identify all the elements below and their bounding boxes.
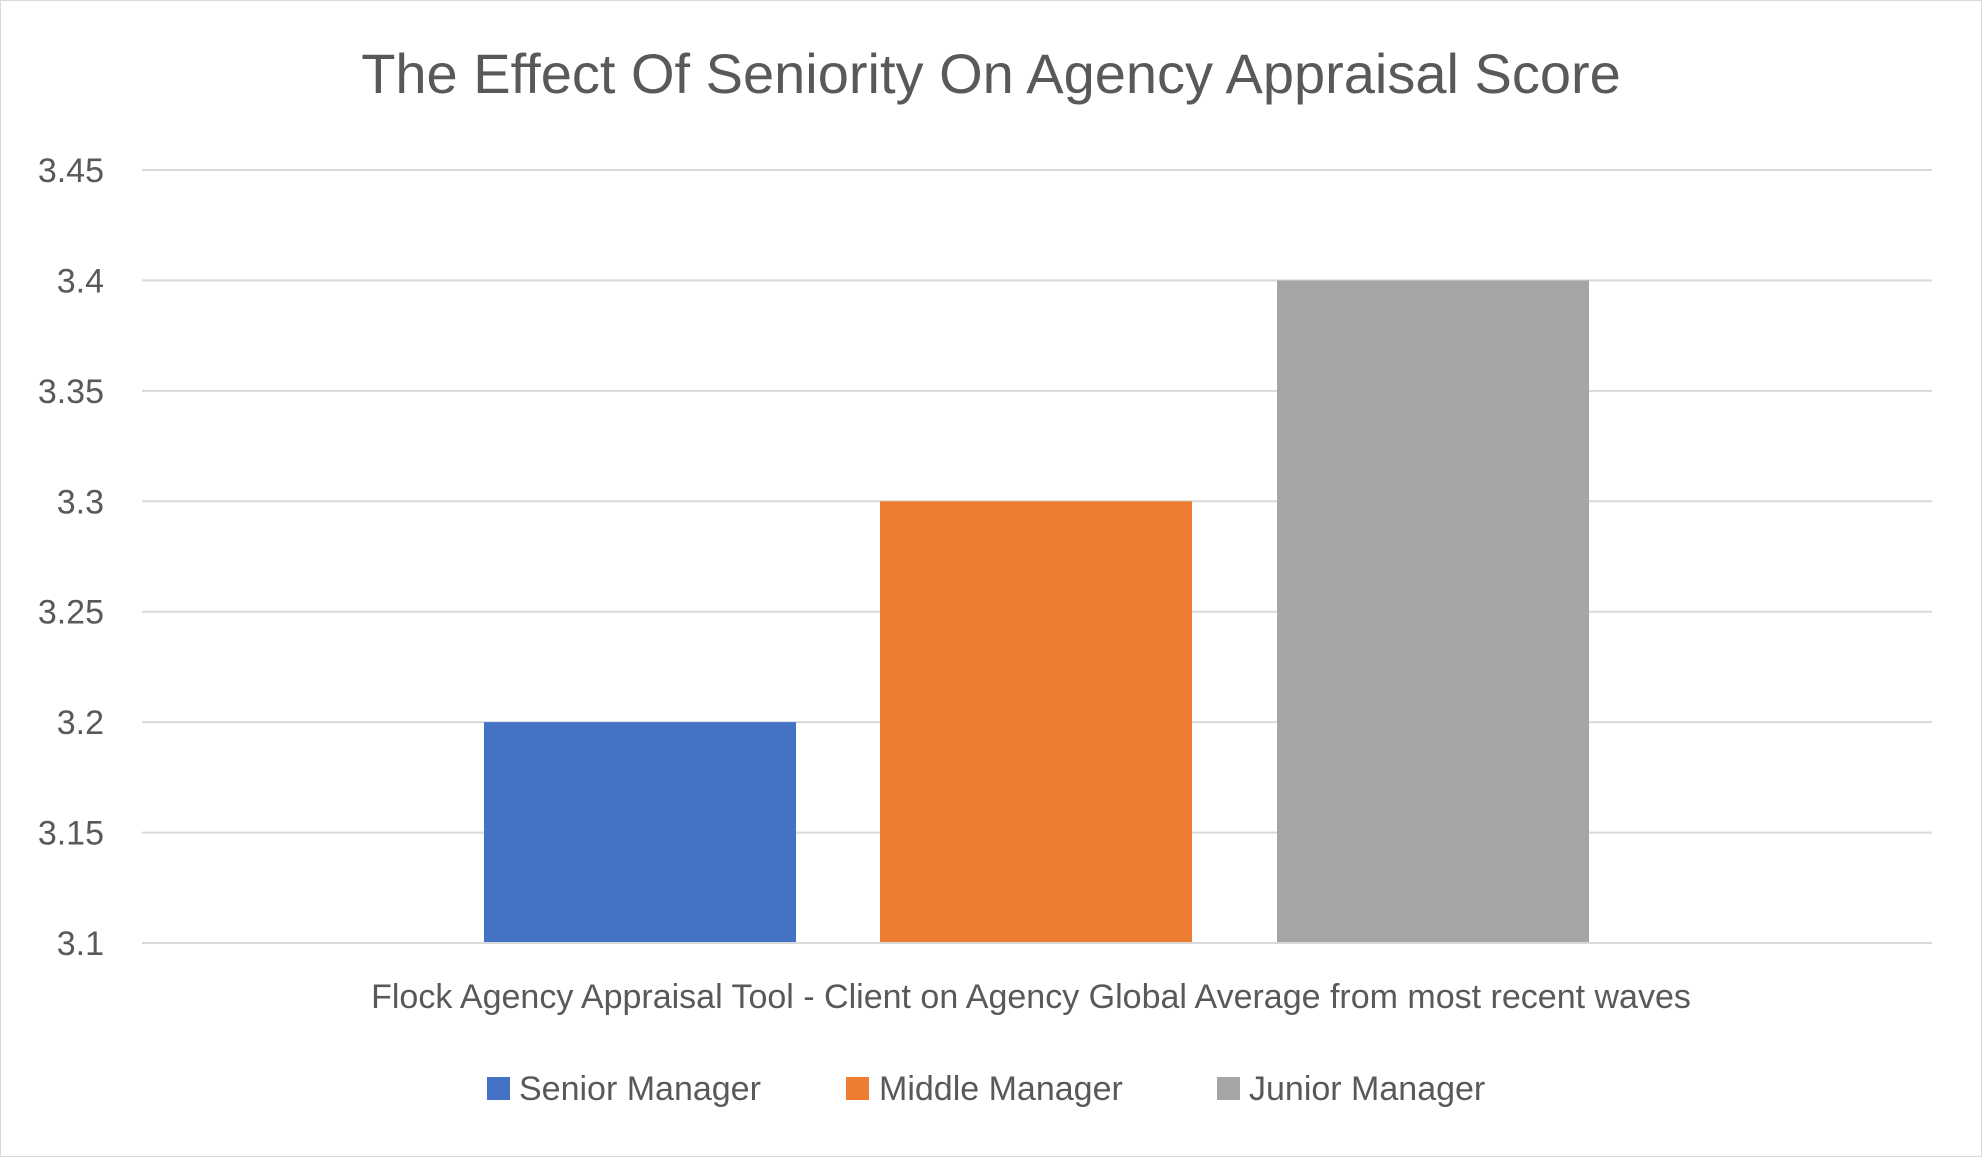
legend-swatch-senior-manager [487,1077,510,1100]
y-tick-label: 3.3 [57,483,104,521]
y-tick-label: 3.4 [57,262,104,300]
y-tick-label: 3.35 [38,373,104,411]
legend-swatch-middle-manager [846,1077,869,1100]
x-axis-category-label: Flock Agency Appraisal Tool - Client on … [371,978,1691,1016]
legend-label-senior-manager: Senior Manager [519,1070,761,1108]
legend-label-junior-manager: Junior Manager [1249,1070,1485,1108]
y-tick-label: 3.1 [57,925,104,963]
bar-senior-manager [484,722,796,943]
y-tick-label: 3.25 [38,594,104,632]
legend: Senior Manager Middle Manager Junior Manag… [487,1070,1485,1108]
gridlines [142,169,1932,834]
legend-label-middle-manager: Middle Manager [879,1070,1123,1108]
y-tick-label: 3.15 [38,815,104,853]
bar-middle-manager [880,501,1192,943]
y-axis-tick-labels: 3.1 3.15 3.2 3.25 3.3 3.35 3.4 3.45 [38,152,104,963]
chart-title: The Effect Of Seniority On Agency Apprai… [361,42,1621,105]
bars [484,280,1589,943]
bar-junior-manager [1277,280,1589,943]
y-tick-label: 3.45 [38,152,104,190]
legend-swatch-junior-manager [1217,1077,1240,1100]
y-tick-label: 3.2 [57,704,104,742]
